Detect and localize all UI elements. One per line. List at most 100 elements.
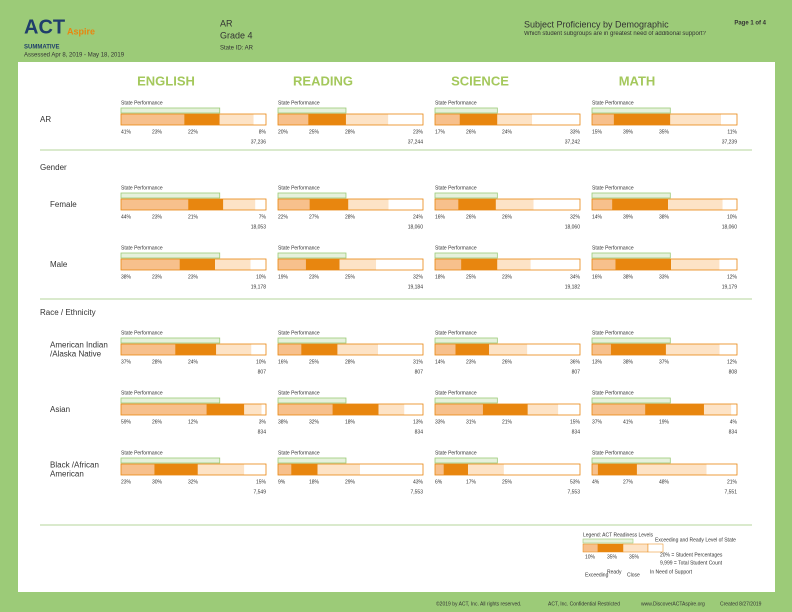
percent-label: 13%	[413, 419, 424, 425]
legend-level: Close	[627, 572, 640, 578]
proficiency-segment	[731, 404, 737, 415]
proficiency-segment	[495, 199, 534, 210]
bar-outline	[434, 343, 581, 356]
proficiency-segment	[317, 464, 361, 475]
percent-label: 59%	[121, 419, 132, 425]
summative: SUMMATIVE	[24, 45, 60, 51]
percent-label: 10%	[727, 214, 738, 220]
proficiency-segment	[278, 464, 292, 475]
percent-label: 24%	[413, 214, 424, 220]
legend-swatch	[582, 543, 599, 553]
proficiency-segment	[253, 114, 266, 125]
percent-label: 10%	[256, 359, 267, 365]
legend-level: Ready	[607, 569, 622, 575]
percent-label: 44%	[121, 214, 132, 220]
percent-label: 23%	[152, 129, 163, 135]
row-label: American Indian	[50, 341, 108, 350]
student-count: 18,060	[408, 224, 424, 230]
state-bar	[591, 252, 671, 259]
percent-label: 27%	[623, 479, 634, 485]
state-label: State Performance	[278, 100, 320, 106]
percent-label: 20%	[278, 129, 289, 135]
bar-outline	[591, 463, 738, 476]
bar-outline	[120, 113, 267, 126]
proficiency-segment	[722, 199, 737, 210]
percent-label: 14%	[435, 359, 446, 365]
percent-label: 38%	[278, 419, 289, 425]
proficiency-segment	[670, 114, 722, 125]
proficiency-segment	[645, 404, 704, 415]
legend-level: Exceeding	[585, 572, 609, 578]
percent-label: 32%	[413, 274, 424, 280]
proficiency-segment	[533, 199, 580, 210]
legend-sample: 35%	[629, 554, 640, 560]
footer-copyright: ©2019 by ACT, Inc. All rights reserved.	[436, 600, 521, 607]
percent-label: 28%	[152, 359, 163, 365]
report-title: Subject Proficiency by Demographic	[524, 19, 669, 29]
percent-label: 23%	[309, 274, 320, 280]
bar-outline	[434, 403, 581, 416]
percent-label: 37%	[121, 359, 132, 365]
percent-label: 34%	[570, 274, 581, 280]
group-heading: Race / Ethnicity	[40, 308, 96, 317]
state: AR	[220, 18, 233, 28]
state-label: State Performance	[278, 390, 320, 396]
percent-label: 43%	[413, 479, 424, 485]
state-label: State Performance	[435, 330, 477, 336]
percent-label: 33%	[659, 274, 670, 280]
state-label: State Performance	[592, 390, 634, 396]
proficiency-segment	[597, 464, 637, 475]
student-count: 807	[415, 369, 424, 375]
percent-label: 28%	[345, 359, 356, 365]
proficiency-segment	[530, 259, 580, 270]
percent-label: 53%	[570, 479, 581, 485]
student-count: 807	[258, 369, 267, 375]
proficiency-segment	[206, 404, 245, 415]
proficiency-segment	[721, 114, 737, 125]
percent-label: 32%	[309, 419, 320, 425]
state-bar	[120, 252, 221, 259]
proficiency-segment	[337, 344, 379, 355]
proficiency-segment	[443, 464, 469, 475]
student-count: 19,182	[565, 284, 581, 290]
content-panel	[18, 62, 775, 592]
state-bar	[120, 192, 221, 199]
percent-label: 21%	[502, 419, 513, 425]
proficiency-segment	[278, 404, 333, 415]
proficiency-segment	[305, 259, 340, 270]
proficiency-segment	[121, 464, 155, 475]
proficiency-segment	[592, 259, 616, 270]
percent-label: 38%	[623, 274, 634, 280]
percent-label: 15%	[256, 479, 267, 485]
percent-label: 33%	[435, 419, 446, 425]
percent-label: 16%	[592, 274, 603, 280]
bar-outline	[120, 403, 267, 416]
proficiency-segment	[703, 404, 732, 415]
state-label: State Performance	[435, 185, 477, 191]
grade: Grade 4	[220, 30, 253, 40]
proficiency-segment	[291, 464, 318, 475]
percent-label: 18%	[345, 419, 356, 425]
percent-label: 30%	[152, 479, 163, 485]
proficiency-segment	[497, 259, 531, 270]
proficiency-segment	[255, 199, 266, 210]
student-count: 18,053	[251, 224, 267, 230]
proficiency-segment	[188, 199, 224, 210]
proficiency-segment	[154, 464, 198, 475]
percent-label: 38%	[659, 214, 670, 220]
proficiency-segment	[360, 464, 423, 475]
proficiency-segment	[179, 259, 216, 270]
percent-label: 12%	[727, 359, 738, 365]
legend-sample: 10%	[585, 554, 596, 560]
percent-label: 41%	[623, 419, 634, 425]
page-number: Page 1 of 4	[734, 21, 766, 27]
proficiency-segment	[278, 344, 302, 355]
brand: ACT	[24, 16, 65, 38]
state-bar	[434, 337, 498, 344]
percent-label: 18%	[435, 274, 446, 280]
percent-label: 38%	[623, 359, 634, 365]
proficiency-segment	[612, 199, 669, 210]
percent-label: 39%	[623, 129, 634, 135]
bar-outline	[120, 343, 267, 356]
proficiency-segment	[532, 114, 580, 125]
